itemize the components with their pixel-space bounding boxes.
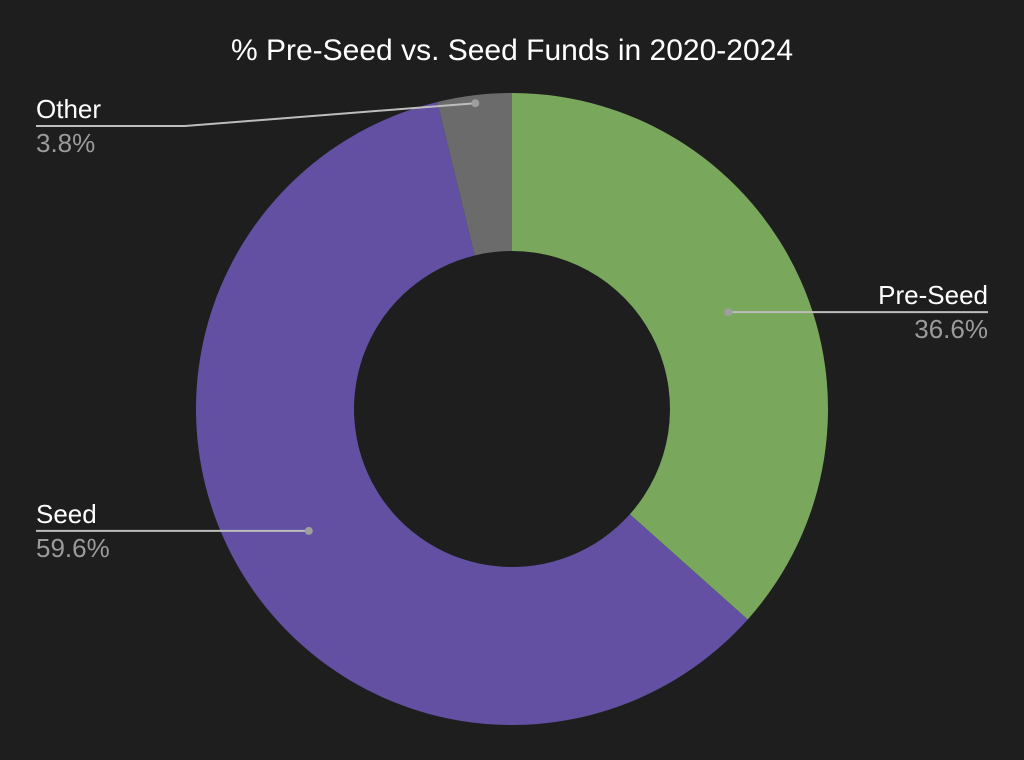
- slice-pre-seed: [512, 93, 829, 620]
- slice-label-pre-seed: Pre-Seed: [878, 280, 988, 310]
- leader-line-other: [36, 102, 476, 127]
- leader-dot-other: [471, 99, 480, 108]
- chart-title: % Pre-Seed vs. Seed Funds in 2020-2024: [231, 34, 793, 67]
- slice-value-seed: 59.6%: [36, 533, 110, 563]
- slices-group: [196, 93, 829, 725]
- slice-label-seed: Seed: [36, 499, 97, 529]
- labels-group: Pre-Seed 36.6% Seed 59.6% Other 3.8%: [36, 94, 988, 563]
- leader-dot-seed: [304, 526, 313, 535]
- slice-label-other: Other: [36, 94, 101, 124]
- slice-seed: [196, 101, 748, 725]
- slice-other: [437, 93, 512, 256]
- leader-dot-pre-seed: [724, 308, 733, 317]
- slice-value-pre-seed: 36.6%: [914, 314, 988, 344]
- slice-value-other: 3.8%: [36, 128, 95, 158]
